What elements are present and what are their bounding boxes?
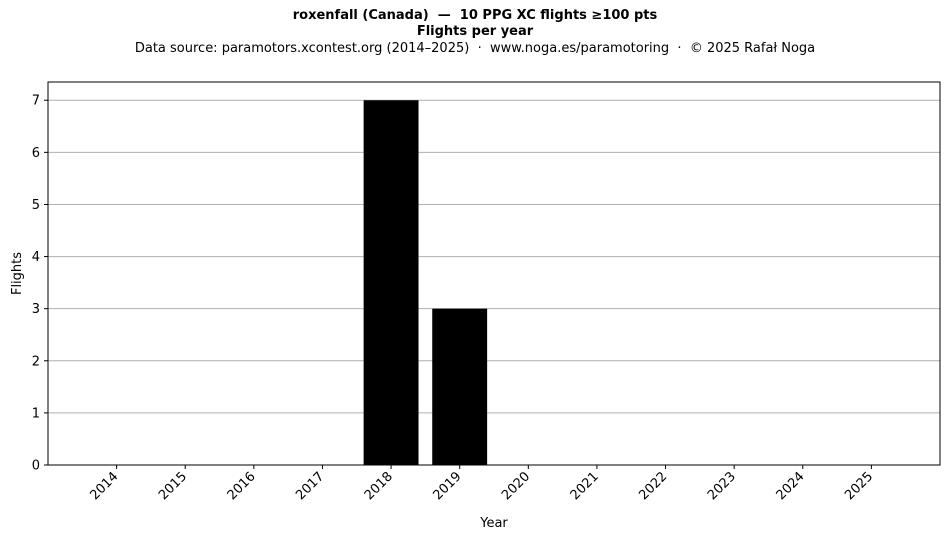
x-tick-label: 2021 xyxy=(568,469,602,503)
plot-frame xyxy=(47,81,941,466)
x-tick-label: 2023 xyxy=(705,469,739,503)
x-tick-label: 2018 xyxy=(362,469,396,503)
x-tick-label: 2015 xyxy=(156,469,190,503)
x-tick-label: 2014 xyxy=(87,469,121,503)
y-tick-label: 0 xyxy=(32,459,40,474)
y-tick-label: 5 xyxy=(32,198,40,213)
x-tick-label: 2017 xyxy=(293,469,327,503)
bar-2018 xyxy=(363,100,419,465)
chart-source-note: Data source: paramotors.xcontest.org (20… xyxy=(134,41,816,56)
x-tick-label: 2022 xyxy=(636,469,670,503)
x-tick-label: 2019 xyxy=(431,469,465,503)
y-tick-label: 4 xyxy=(32,250,40,265)
grid-lines xyxy=(48,99,940,414)
x-axis-label: Year xyxy=(479,516,508,531)
y-tick-label: 1 xyxy=(32,406,40,421)
y-tick-label: 2 xyxy=(32,354,40,369)
y-tick-label: 3 xyxy=(32,302,40,317)
y-axis-label: Flights xyxy=(10,252,25,295)
chart-title: roxenfall (Canada) — 10 PPG XC flights ≥… xyxy=(292,8,658,23)
y-tick-label: 7 xyxy=(32,94,40,109)
x-tick-label: 2024 xyxy=(774,469,808,503)
y-axis-ticks: 0 1 2 3 4 5 6 7 xyxy=(32,94,48,474)
x-tick-label: 2016 xyxy=(225,469,259,503)
x-tick-label: 2025 xyxy=(842,469,876,503)
x-axis-ticks: 2014 2015 2016 2017 2018 2019 2020 2021 2022 2023… xyxy=(87,465,876,503)
chart-titles: roxenfall (Canada) — 10 PPG XC flights ≥… xyxy=(0,8,950,58)
bars xyxy=(363,100,488,465)
chart-subtitle: Flights per year xyxy=(416,24,534,39)
bar-2019 xyxy=(432,308,488,465)
x-tick-label: 2020 xyxy=(499,469,533,503)
y-tick-label: 6 xyxy=(32,146,40,161)
